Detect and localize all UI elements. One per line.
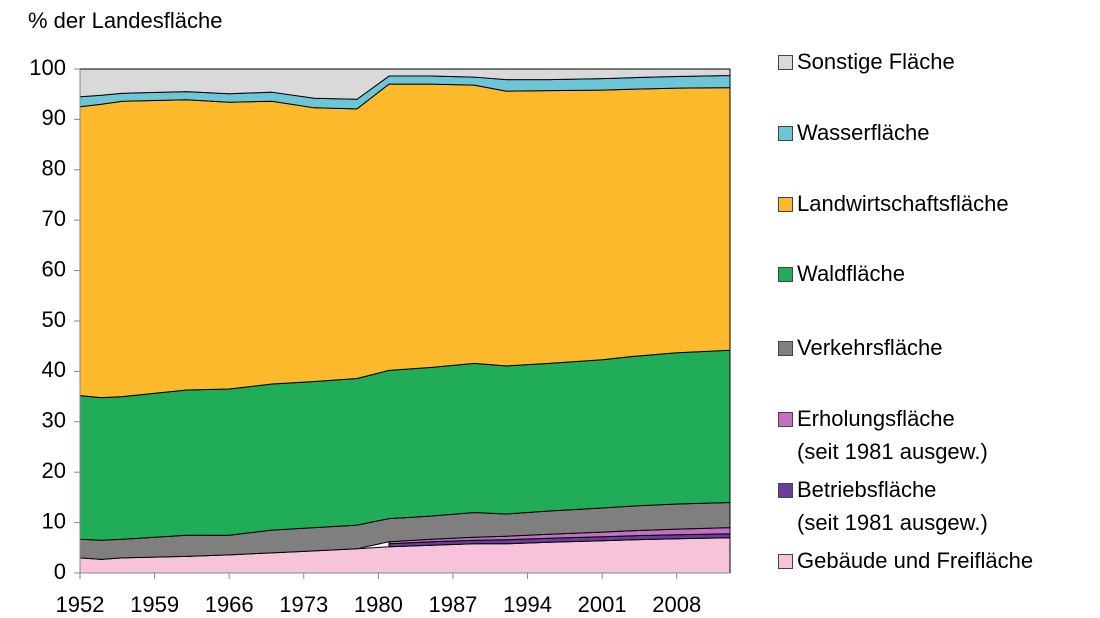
legend-label: Erholungsfläche (seit 1981 ausgew.) [797,406,988,464]
legend-label: Betriebsfläche (seit 1981 ausgew.) [797,477,988,535]
legend-item: Verkehrsfläche [778,331,943,364]
x-tick-label: 1973 [279,592,328,617]
legend: Sonstige Fläche Wasserfläche Landwirtschaf… [778,0,1100,618]
y-tick-label: 30 [42,408,66,433]
legend-item: Betriebsfläche (seit 1981 ausgew.) [778,473,988,539]
legend-swatch [778,554,793,569]
legend-label: Waldfläche [797,261,906,286]
legend-item: Gebäude und Freifläche [778,544,1033,577]
x-tick-label: 1994 [503,592,552,617]
x-tick-label: 1980 [354,592,403,617]
legend-label: Verkehrsfläche [797,335,943,360]
legend-label: Gebäude und Freifläche [797,548,1034,573]
area [79,83,731,399]
legend-label: Landwirtschaftsfläche [797,191,1009,216]
y-tick-label: 60 [42,256,66,281]
legend-swatch [778,267,793,282]
y-tick-label: 70 [42,206,66,231]
y-tick-label: 40 [42,357,66,382]
legend-item: Erholungsfläche (seit 1981 ausgew.) [778,402,988,468]
legend-label: Sonstige Fläche [797,49,955,74]
chart-title: % der Landesfläche [28,8,222,33]
legend-swatch [778,483,793,498]
x-tick-label: 1959 [130,592,179,617]
x-tick-label: 1966 [205,592,254,617]
y-tick-label: 0 [54,559,66,584]
y-tick-label: 100 [29,55,66,80]
legend-item: Waldfläche [778,257,905,290]
y-tick-label: 50 [42,307,66,332]
y-tick-label: 90 [42,105,66,130]
x-tick-label: 2008 [652,592,701,617]
legend-item: Wasserfläche [778,116,929,149]
x-tick-label: 1952 [56,592,105,617]
y-tick-label: 10 [42,508,66,533]
legend-item: Sonstige Fläche [778,45,955,78]
y-tick-label: 20 [42,458,66,483]
legend-label: Wasserfläche [797,120,930,145]
legend-swatch [778,341,793,356]
legend-item: Landwirtschaftsfläche [778,187,1009,220]
legend-swatch [778,412,793,427]
legend-swatch [778,126,793,141]
legend-swatch [778,55,793,70]
area [79,68,731,100]
x-tick-label: 2001 [578,592,627,617]
chart: % der Landesfläche 0 10 20 30 40 50 60 70 80 90 10… [28,8,731,617]
y-tick-label: 80 [42,156,66,181]
legend-swatch [778,197,793,212]
x-tick-label: 1987 [428,592,477,617]
